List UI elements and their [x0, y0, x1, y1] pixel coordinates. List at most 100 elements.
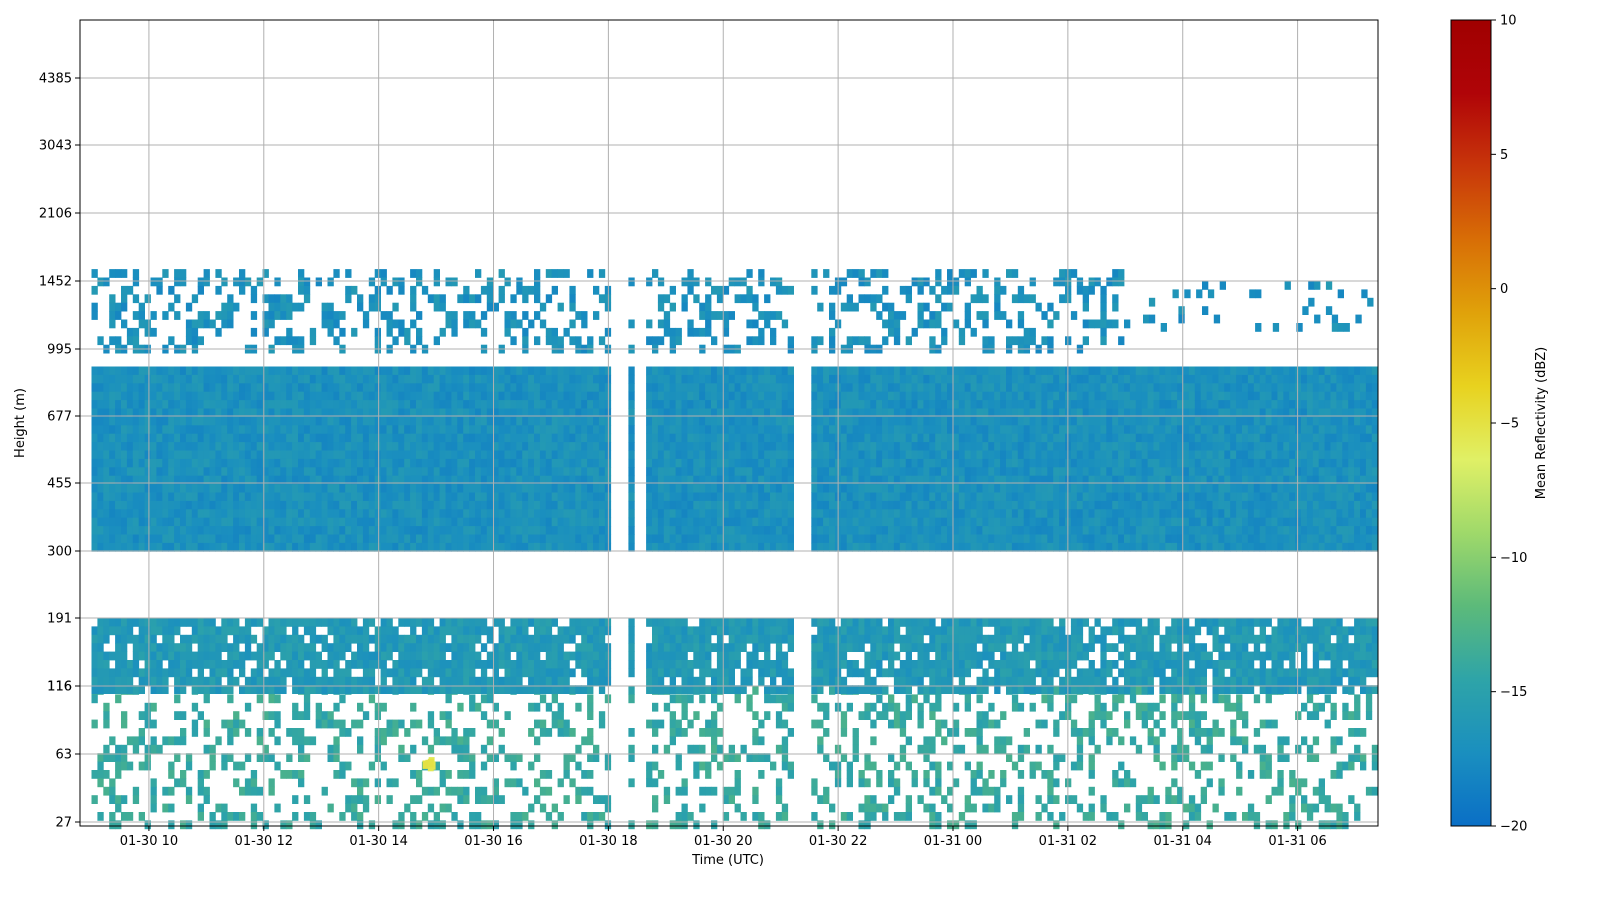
heatmap-cell [162, 517, 169, 527]
heatmap-cell [333, 753, 340, 762]
heatmap-cell [221, 442, 228, 451]
heatmap-cell [1336, 676, 1343, 686]
heatmap-cell [250, 509, 258, 519]
heatmap-cell [882, 626, 889, 636]
heatmap-cell [351, 475, 358, 485]
heatmap-cell [947, 651, 954, 661]
heatmap-cell [675, 626, 682, 636]
heatmap-cell [339, 534, 346, 544]
heatmap-cell [1100, 634, 1107, 644]
heatmap-cell [132, 526, 140, 535]
heatmap-cell [457, 492, 464, 502]
heatmap-cell [504, 433, 511, 443]
heatmap-cell [516, 542, 523, 552]
heatmap-cell [764, 685, 771, 694]
heatmap-cell [734, 753, 741, 762]
heatmap-cell [351, 484, 358, 493]
heatmap-cell [545, 425, 553, 435]
heatmap-cell [1236, 668, 1243, 678]
heatmap-cell [557, 634, 564, 644]
heatmap-cell [539, 526, 547, 535]
heatmap-cell [144, 467, 151, 477]
heatmap-cell [1306, 685, 1314, 694]
heatmap-cell [693, 626, 700, 636]
heatmap-cell [292, 475, 299, 485]
heatmap-cell [392, 391, 399, 401]
heatmap-cell [368, 416, 376, 426]
heatmap-cell [174, 484, 181, 493]
heatmap-cell [486, 374, 494, 384]
heatmap-cell [339, 626, 346, 636]
heatmap-cell [870, 651, 877, 661]
heatmap-cell [1035, 812, 1042, 821]
heatmap-cell [1336, 736, 1343, 746]
heatmap-cell [439, 475, 446, 485]
heatmap-cell [1236, 761, 1243, 771]
heatmap-cell [115, 668, 122, 678]
heatmap-cell [941, 651, 948, 661]
heatmap-cell [250, 526, 258, 535]
heatmap-cell [823, 660, 830, 669]
heatmap-cell [327, 450, 334, 460]
heatmap-cell [864, 702, 871, 712]
heatmap-cell [581, 433, 588, 443]
heatmap-cell [492, 442, 499, 451]
heatmap-cell [1035, 744, 1042, 754]
heatmap-cell [1082, 643, 1089, 652]
heatmap-cell [357, 500, 364, 510]
heatmap-cell [1165, 651, 1172, 661]
heatmap-cell [469, 484, 476, 493]
heatmap-cell [911, 694, 918, 704]
heatmap-cell [262, 492, 269, 502]
heatmap-cell [362, 366, 370, 376]
heatmap-cell [103, 500, 110, 510]
heatmap-cell [693, 408, 700, 418]
heatmap-cell [652, 803, 659, 813]
heatmap-cell [144, 408, 151, 418]
heatmap-cell [286, 374, 293, 384]
heatmap-cell [787, 634, 794, 644]
heatmap-cell [398, 433, 405, 443]
heatmap-cell [693, 685, 700, 694]
heatmap-cell [298, 542, 305, 552]
heatmap-cell [510, 458, 517, 468]
heatmap-cell [1006, 685, 1013, 694]
heatmap-cell [1318, 820, 1325, 830]
heatmap-cell [1035, 795, 1042, 804]
heatmap-cell [563, 500, 570, 510]
heatmap-cell [1188, 795, 1196, 804]
heatmap-cell [1124, 803, 1131, 813]
heatmap-cell [109, 458, 116, 468]
heatmap-cell [551, 492, 558, 502]
heatmap-cell [115, 416, 122, 426]
heatmap-cell [386, 433, 393, 443]
heatmap-cell [91, 660, 98, 669]
heatmap-cell [463, 450, 470, 460]
heatmap-cell [1253, 820, 1261, 830]
heatmap-cell [1194, 618, 1202, 627]
heatmap-cell [416, 618, 423, 627]
heatmap-cell [398, 400, 405, 409]
heatmap-cell [545, 391, 553, 401]
heatmap-cell [327, 534, 334, 544]
heatmap-cell [1006, 795, 1013, 804]
heatmap-cell [1011, 702, 1019, 712]
heatmap-cell [445, 509, 452, 519]
heatmap-cell [333, 626, 340, 636]
heatmap-cell [185, 425, 193, 435]
heatmap-cell [581, 812, 588, 821]
heatmap-cell [315, 702, 322, 712]
heatmap-cell [858, 711, 865, 720]
heatmap-cell [669, 694, 676, 704]
heatmap-cell [705, 660, 712, 669]
heatmap-cell [1277, 770, 1284, 779]
heatmap-cell [646, 467, 653, 477]
heatmap-cell [587, 770, 594, 779]
heatmap-cell [539, 676, 547, 686]
heatmap-cell [433, 442, 440, 451]
heatmap-cell [374, 711, 381, 720]
heatmap-cell [575, 484, 582, 493]
heatmap-cell [758, 820, 765, 830]
heatmap-cell [457, 517, 464, 527]
heatmap-cell [138, 383, 145, 393]
